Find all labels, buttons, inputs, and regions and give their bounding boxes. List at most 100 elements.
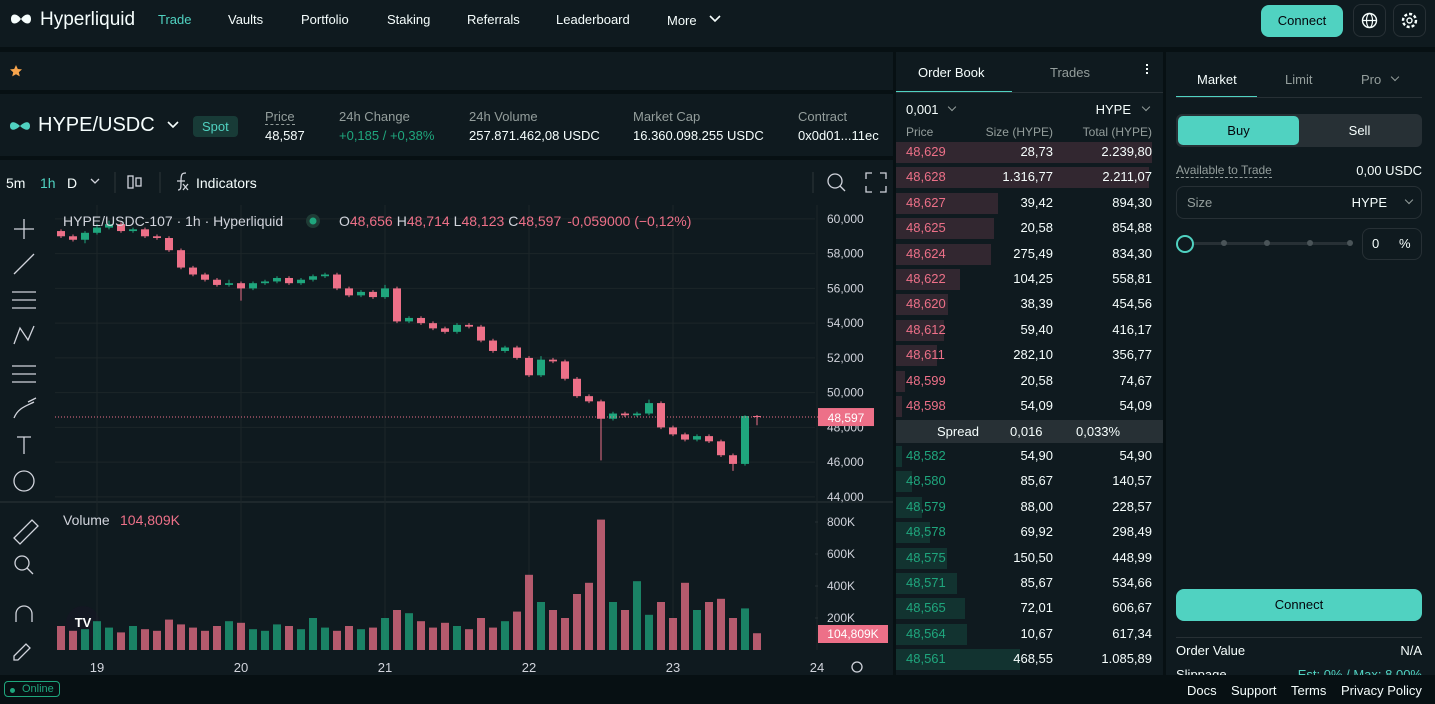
candle-body: [729, 455, 737, 464]
slider-dot: [1347, 240, 1353, 246]
candle-body: [309, 276, 317, 280]
slider-dot: [1307, 240, 1313, 246]
nav-link[interactable]: Vaults: [228, 12, 264, 27]
slider-handle[interactable]: [1176, 235, 1194, 253]
candle-body: [561, 361, 569, 379]
percent-input[interactable]: [1362, 228, 1422, 260]
price[interactable]: 48,620: [906, 296, 946, 312]
more-dots[interactable]: [1146, 64, 1148, 66]
footer-link[interactable]: Privacy Policy: [1341, 683, 1422, 698]
volume-bar: [597, 519, 605, 650]
tab[interactable]: Order Book: [918, 65, 985, 80]
connect-button[interactable]: Connect: [1176, 589, 1422, 621]
footer-link[interactable]: Docs: [1187, 683, 1217, 698]
nav-link[interactable]: Referrals: [467, 12, 520, 27]
ohlc-value: 48,656: [350, 213, 393, 229]
volume-bar: [609, 602, 617, 650]
volume-bar: [513, 611, 521, 650]
sell-button[interactable]: Sell: [1348, 123, 1371, 138]
footer-link[interactable]: Support: [1231, 683, 1277, 698]
stat-value: 16.360.098.255 USDC: [633, 128, 764, 143]
price[interactable]: 48,612: [906, 321, 946, 337]
candle-body: [177, 250, 185, 268]
total: 617,34: [1112, 625, 1152, 641]
volume-bar: [501, 621, 509, 650]
interval[interactable]: 1h: [40, 175, 56, 191]
price[interactable]: 48,628: [906, 169, 946, 185]
price[interactable]: 48,624: [906, 245, 946, 261]
ohlc-key: L: [454, 213, 462, 229]
asset[interactable]: HYPE: [1095, 102, 1131, 117]
depth-bar: [896, 396, 903, 417]
price[interactable]: 48,625: [906, 220, 946, 236]
price[interactable]: 48,611: [906, 347, 945, 363]
price[interactable]: 48,578: [906, 524, 946, 540]
price[interactable]: 48,629: [906, 144, 946, 159]
volume-bar: [141, 629, 149, 650]
ohlc-value: 48,597: [518, 213, 561, 229]
y-tick-label: 54,000: [827, 316, 864, 330]
nav-link[interactable]: Staking: [387, 12, 431, 27]
tab[interactable]: Trades: [1050, 65, 1090, 80]
candle-body: [57, 231, 65, 237]
last-price-box: [818, 408, 874, 427]
volume-bar: [309, 618, 317, 650]
depth-bar: [896, 573, 958, 594]
price[interactable]: 48,579: [906, 498, 946, 514]
price[interactable]: 48,580: [906, 473, 946, 489]
total: 606,67: [1112, 600, 1152, 616]
volume-bar: [681, 582, 689, 650]
candle-body: [669, 427, 677, 435]
y-tick-label: 44,000: [827, 490, 864, 504]
candle-body: [633, 413, 641, 416]
tab[interactable]: Limit: [1285, 72, 1313, 87]
settings-button[interactable]: [1393, 4, 1426, 37]
volume-bar: [585, 582, 593, 650]
price[interactable]: 48,622: [906, 271, 946, 286]
size-input[interactable]: [1176, 186, 1422, 219]
volume-bar: [81, 629, 89, 650]
price[interactable]: 48,598: [906, 398, 946, 413]
size: 59,40: [1020, 321, 1053, 337]
nav-link[interactable]: Leaderboard: [556, 12, 630, 27]
tab[interactable]: Market: [1197, 72, 1237, 87]
connect-button[interactable]: Connect: [1261, 5, 1343, 37]
candle-body: [645, 403, 653, 414]
nav-link[interactable]: More: [667, 13, 697, 28]
footer-link[interactable]: Terms: [1291, 683, 1327, 698]
interval[interactable]: D: [67, 175, 78, 191]
size: 104,25: [1013, 271, 1053, 286]
buy-button[interactable]: Buy: [1178, 116, 1299, 145]
y-tick-label: 200K: [827, 611, 855, 625]
candle-body: [129, 229, 137, 232]
status-dot: [10, 688, 15, 693]
tick-size[interactable]: 0,001: [906, 102, 939, 117]
total: 558,81: [1112, 271, 1152, 286]
price[interactable]: 48,565: [906, 600, 946, 616]
star-icon[interactable]: [9, 64, 23, 78]
size: 10,67: [1020, 625, 1053, 641]
indicators-button[interactable]: Indicators: [196, 175, 257, 191]
price[interactable]: 48,627: [906, 194, 946, 210]
candle-body: [609, 413, 617, 419]
size-unit[interactable]: HYPE: [1351, 195, 1387, 210]
pair-name[interactable]: HYPE/USDC: [38, 114, 155, 136]
price[interactable]: 48,599: [906, 372, 946, 388]
price[interactable]: 48,582: [906, 448, 946, 463]
volume-bar: [105, 627, 113, 650]
language-button[interactable]: [1353, 4, 1386, 37]
price[interactable]: 48,564: [906, 625, 946, 641]
nav-link[interactable]: Portfolio: [301, 12, 349, 27]
price[interactable]: 48,561: [906, 651, 946, 667]
volume-bar: [369, 627, 377, 650]
interval[interactable]: 5m: [6, 175, 26, 191]
x-tick-label: 23: [666, 660, 680, 675]
price[interactable]: 48,575: [906, 549, 946, 565]
nav-link[interactable]: Trade: [158, 12, 192, 27]
volume-title: Volume: [63, 512, 110, 528]
price[interactable]: 48,571: [906, 575, 946, 590]
candle-body: [93, 227, 101, 233]
percent-unit: %: [1399, 236, 1411, 251]
tab[interactable]: Pro: [1361, 72, 1382, 87]
